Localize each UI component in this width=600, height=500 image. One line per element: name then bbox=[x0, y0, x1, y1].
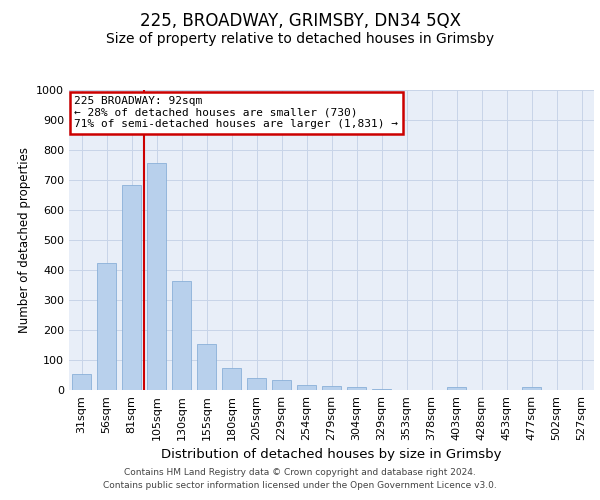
Bar bbox=[222, 368, 241, 390]
Bar bbox=[122, 184, 141, 390]
Bar bbox=[522, 387, 541, 390]
Bar bbox=[72, 374, 91, 390]
Text: 225, BROADWAY, GRIMSBY, DN34 5QX: 225, BROADWAY, GRIMSBY, DN34 5QX bbox=[139, 12, 461, 30]
Text: Contains public sector information licensed under the Open Government Licence v3: Contains public sector information licen… bbox=[103, 482, 497, 490]
Bar bbox=[447, 387, 466, 390]
Bar bbox=[372, 388, 391, 390]
Text: Contains HM Land Registry data © Crown copyright and database right 2024.: Contains HM Land Registry data © Crown c… bbox=[124, 468, 476, 477]
Y-axis label: Number of detached properties: Number of detached properties bbox=[17, 147, 31, 333]
Text: Size of property relative to detached houses in Grimsby: Size of property relative to detached ho… bbox=[106, 32, 494, 46]
Bar bbox=[247, 378, 266, 390]
Bar bbox=[297, 384, 316, 390]
Bar bbox=[347, 387, 366, 390]
X-axis label: Distribution of detached houses by size in Grimsby: Distribution of detached houses by size … bbox=[161, 448, 502, 462]
Bar bbox=[197, 344, 216, 390]
Bar bbox=[272, 380, 291, 390]
Bar bbox=[322, 386, 341, 390]
Bar bbox=[97, 262, 116, 390]
Bar bbox=[172, 282, 191, 390]
Bar bbox=[147, 163, 166, 390]
Text: 225 BROADWAY: 92sqm
← 28% of detached houses are smaller (730)
71% of semi-detac: 225 BROADWAY: 92sqm ← 28% of detached ho… bbox=[74, 96, 398, 129]
